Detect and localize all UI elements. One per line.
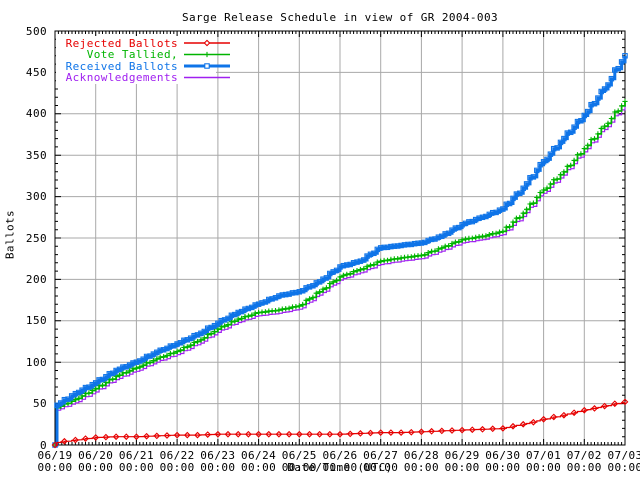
x-tick-label-time: 00:00: [566, 460, 602, 474]
y-tick-label: 350: [25, 148, 47, 162]
y-tick-label: 150: [25, 314, 47, 328]
y-tick-label: 400: [25, 107, 47, 121]
x-tick-label-time: 00:00: [241, 460, 277, 474]
y-tick-label: 0: [39, 438, 47, 452]
x-tick-label-time: 00:00: [281, 460, 317, 474]
x-tick-label-time: 00:00: [485, 460, 521, 474]
y-tick-label: 450: [25, 65, 47, 79]
legend-label-acknowledgements: Acknowledgements: [65, 71, 178, 84]
x-tick-label-date: 06/27: [363, 449, 399, 462]
x-tick-label-date: 06/28: [403, 449, 439, 462]
x-tick-label-date: 06/25: [281, 449, 317, 462]
chart-title: Sarge Release Schedule in view of GR 200…: [181, 11, 498, 24]
x-tick-label-date: 06/24: [241, 449, 277, 462]
x-tick-label-date: 06/21: [118, 449, 154, 462]
x-tick-label-time: 00:00: [159, 460, 195, 474]
x-tick-label-time: 00:00: [607, 460, 640, 474]
x-tick-label-time: 00:00: [363, 460, 399, 474]
y-tick-label: 250: [25, 231, 47, 245]
x-tick-label-date: 06/26: [322, 449, 358, 462]
x-tick-label-date: 07/01: [526, 449, 562, 462]
y-tick-label: 500: [25, 24, 47, 38]
x-tick-label-time: 00:00: [78, 460, 114, 474]
x-tick-label-date: 06/29: [444, 449, 480, 462]
y-tick-label: 50: [32, 397, 47, 411]
x-tick-label-time: 00:00: [118, 460, 154, 474]
x-tick-label-time: 00:00: [200, 460, 236, 474]
legend-label-vote-tallied: Vote Tallied,: [86, 48, 178, 61]
x-tick-label-date: 07/02: [566, 449, 602, 462]
x-tick-label-time: 00:00: [444, 460, 480, 474]
y-tick-label: 200: [25, 272, 47, 286]
x-tick-label-date: 06/30: [485, 449, 521, 462]
x-tick-label-time: 00:00: [526, 460, 562, 474]
x-tick-label-time: 00:00: [322, 460, 358, 474]
y-tick-label: 100: [25, 355, 47, 369]
x-tick-label-date: 06/23: [200, 449, 236, 462]
legend-label-rejected-ballots: Rejected Ballots: [65, 36, 178, 50]
x-tick-label-date: 06/20: [78, 449, 114, 462]
x-tick-label-time: 00:00: [403, 460, 439, 474]
y-tick-label: 300: [25, 190, 47, 204]
legend-label-received-ballots: Received Ballots: [65, 59, 178, 73]
x-tick-label-time: 00:00: [37, 460, 73, 474]
x-tick-label-date: 06/19: [37, 449, 73, 462]
x-tick-label-date: 06/22: [159, 449, 195, 462]
x-axis-label: Date/Time (UTC): [287, 461, 393, 474]
x-tick-label-date: 07/03: [607, 449, 640, 462]
